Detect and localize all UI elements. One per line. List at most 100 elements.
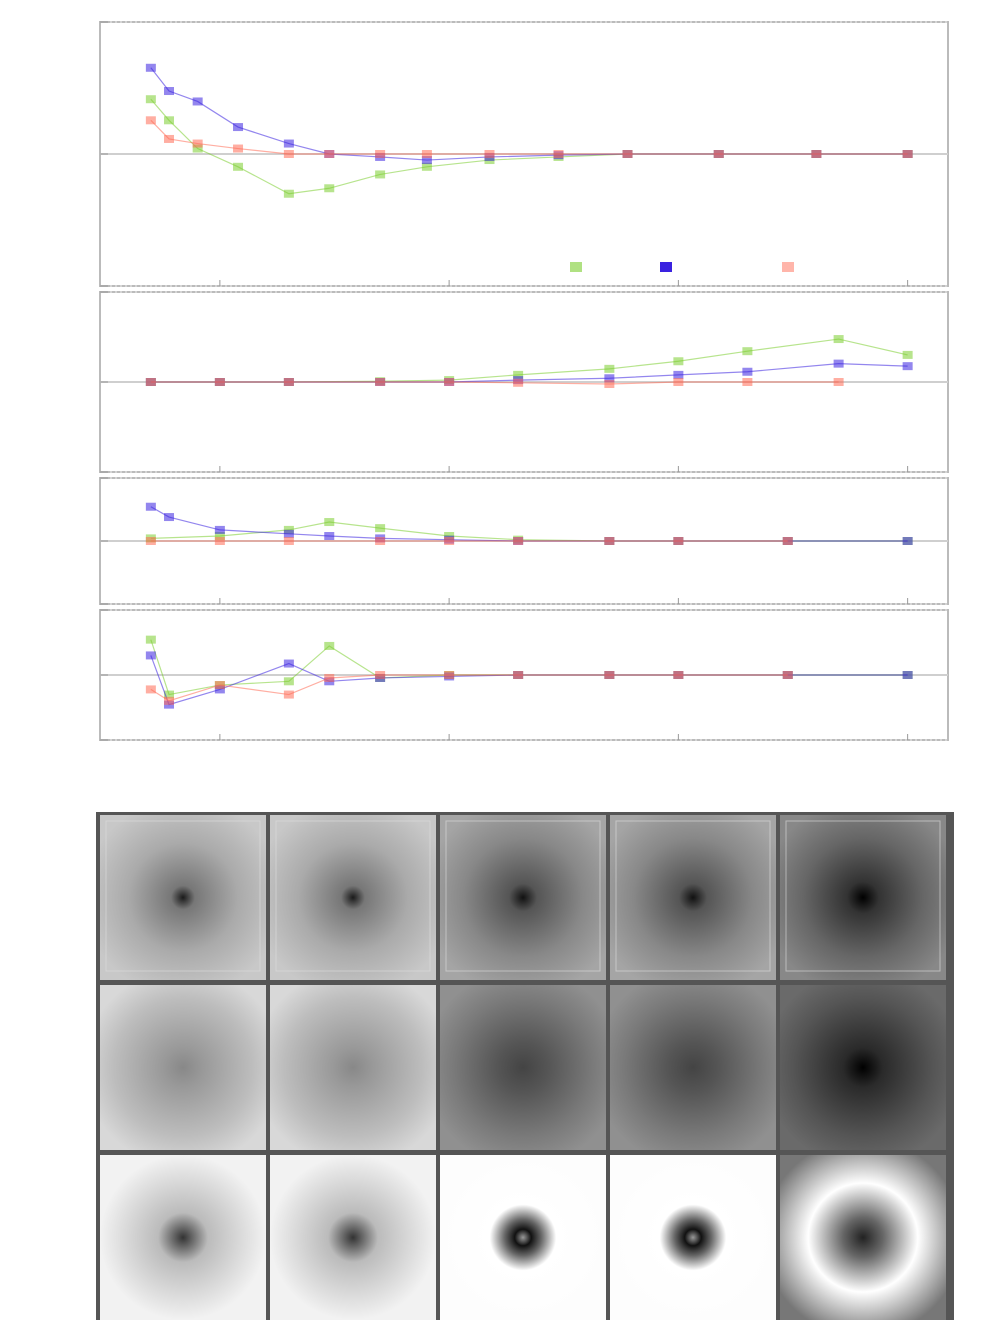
data-point bbox=[164, 690, 175, 699]
data-point bbox=[324, 673, 335, 682]
data-point bbox=[164, 696, 175, 705]
data-point bbox=[902, 671, 913, 679]
data-point bbox=[444, 537, 455, 545]
data-point bbox=[375, 378, 386, 386]
data-point bbox=[283, 690, 294, 699]
data-point bbox=[214, 525, 225, 534]
plot-panel-3 bbox=[99, 477, 949, 605]
data-point bbox=[484, 150, 495, 158]
data-point bbox=[713, 150, 724, 158]
data-point bbox=[742, 367, 753, 376]
data-point bbox=[513, 378, 524, 387]
data-point bbox=[164, 116, 175, 125]
ratio-plot-panels bbox=[99, 21, 949, 741]
image-cell-r1-c2 bbox=[270, 815, 436, 980]
data-point bbox=[833, 359, 844, 368]
data-point bbox=[902, 362, 913, 371]
data-point bbox=[673, 671, 684, 679]
image-cell-r2-c5 bbox=[780, 985, 946, 1150]
plot-panel-1 bbox=[99, 21, 949, 287]
data-point bbox=[145, 651, 156, 660]
data-point bbox=[283, 529, 294, 538]
data-point bbox=[673, 378, 684, 386]
data-point bbox=[192, 97, 203, 106]
data-point bbox=[902, 150, 913, 158]
data-point bbox=[375, 671, 386, 679]
data-point bbox=[604, 380, 615, 389]
data-point bbox=[742, 378, 753, 386]
data-point bbox=[375, 170, 386, 179]
image-cell-r1-c1 bbox=[100, 815, 266, 980]
data-point bbox=[421, 150, 432, 158]
legend-swatch-red bbox=[782, 262, 794, 272]
data-point bbox=[421, 156, 432, 165]
data-point bbox=[375, 150, 386, 158]
data-point bbox=[673, 370, 684, 379]
data-point bbox=[214, 378, 225, 386]
data-point bbox=[283, 537, 294, 545]
data-point bbox=[782, 537, 793, 545]
data-point bbox=[283, 189, 294, 198]
series-line-3 bbox=[150, 381, 839, 385]
data-point bbox=[604, 537, 615, 545]
image-cell-r1-c4 bbox=[610, 815, 776, 980]
data-point bbox=[324, 641, 335, 650]
data-point bbox=[233, 144, 244, 153]
data-point bbox=[283, 378, 294, 386]
data-point bbox=[742, 347, 753, 356]
cell-inset-frame bbox=[445, 820, 601, 972]
data-point bbox=[283, 659, 294, 668]
data-point bbox=[833, 378, 844, 386]
data-point bbox=[164, 87, 175, 96]
data-point bbox=[283, 139, 294, 148]
data-point bbox=[324, 518, 335, 527]
data-point bbox=[164, 513, 175, 522]
data-point bbox=[604, 671, 615, 679]
data-point bbox=[145, 635, 156, 644]
image-cell-r3-c3 bbox=[440, 1155, 606, 1320]
data-point bbox=[164, 134, 175, 143]
data-point bbox=[811, 150, 822, 158]
image-cell-r3-c1 bbox=[100, 1155, 266, 1320]
data-point bbox=[553, 150, 564, 158]
data-point bbox=[375, 524, 386, 533]
data-point bbox=[192, 144, 203, 153]
image-cell-r3-c2 bbox=[270, 1155, 436, 1320]
image-cell-r2-c1 bbox=[100, 985, 266, 1150]
data-point bbox=[214, 685, 225, 694]
data-point bbox=[604, 364, 615, 373]
data-point bbox=[192, 139, 203, 148]
data-point bbox=[782, 671, 793, 679]
cell-inset-frame bbox=[615, 820, 771, 972]
cell-inset-frame bbox=[105, 820, 261, 972]
data-point bbox=[673, 357, 684, 366]
cell-inset-frame bbox=[275, 820, 431, 972]
data-point bbox=[324, 532, 335, 541]
data-point bbox=[214, 532, 225, 541]
data-point bbox=[513, 671, 524, 679]
data-point bbox=[604, 374, 615, 383]
legend-swatch-blue bbox=[660, 262, 672, 272]
data-point bbox=[833, 335, 844, 344]
image-cell-r2-c3 bbox=[440, 985, 606, 1150]
data-point bbox=[145, 63, 156, 72]
data-point bbox=[145, 378, 156, 386]
plot-panel-2 bbox=[99, 291, 949, 473]
data-point bbox=[214, 681, 225, 690]
data-point bbox=[444, 671, 455, 679]
data-point bbox=[145, 116, 156, 125]
data-point bbox=[283, 677, 294, 686]
data-point bbox=[145, 502, 156, 511]
data-point bbox=[233, 123, 244, 132]
data-point bbox=[145, 685, 156, 694]
data-point bbox=[145, 537, 156, 545]
data-point bbox=[145, 95, 156, 104]
data-point bbox=[513, 537, 524, 545]
data-point bbox=[421, 162, 432, 171]
data-point bbox=[375, 537, 386, 545]
data-point bbox=[444, 378, 455, 386]
data-point bbox=[513, 370, 524, 379]
image-grid bbox=[96, 812, 954, 1320]
image-cell-r2-c2 bbox=[270, 985, 436, 1150]
data-point bbox=[214, 537, 225, 545]
